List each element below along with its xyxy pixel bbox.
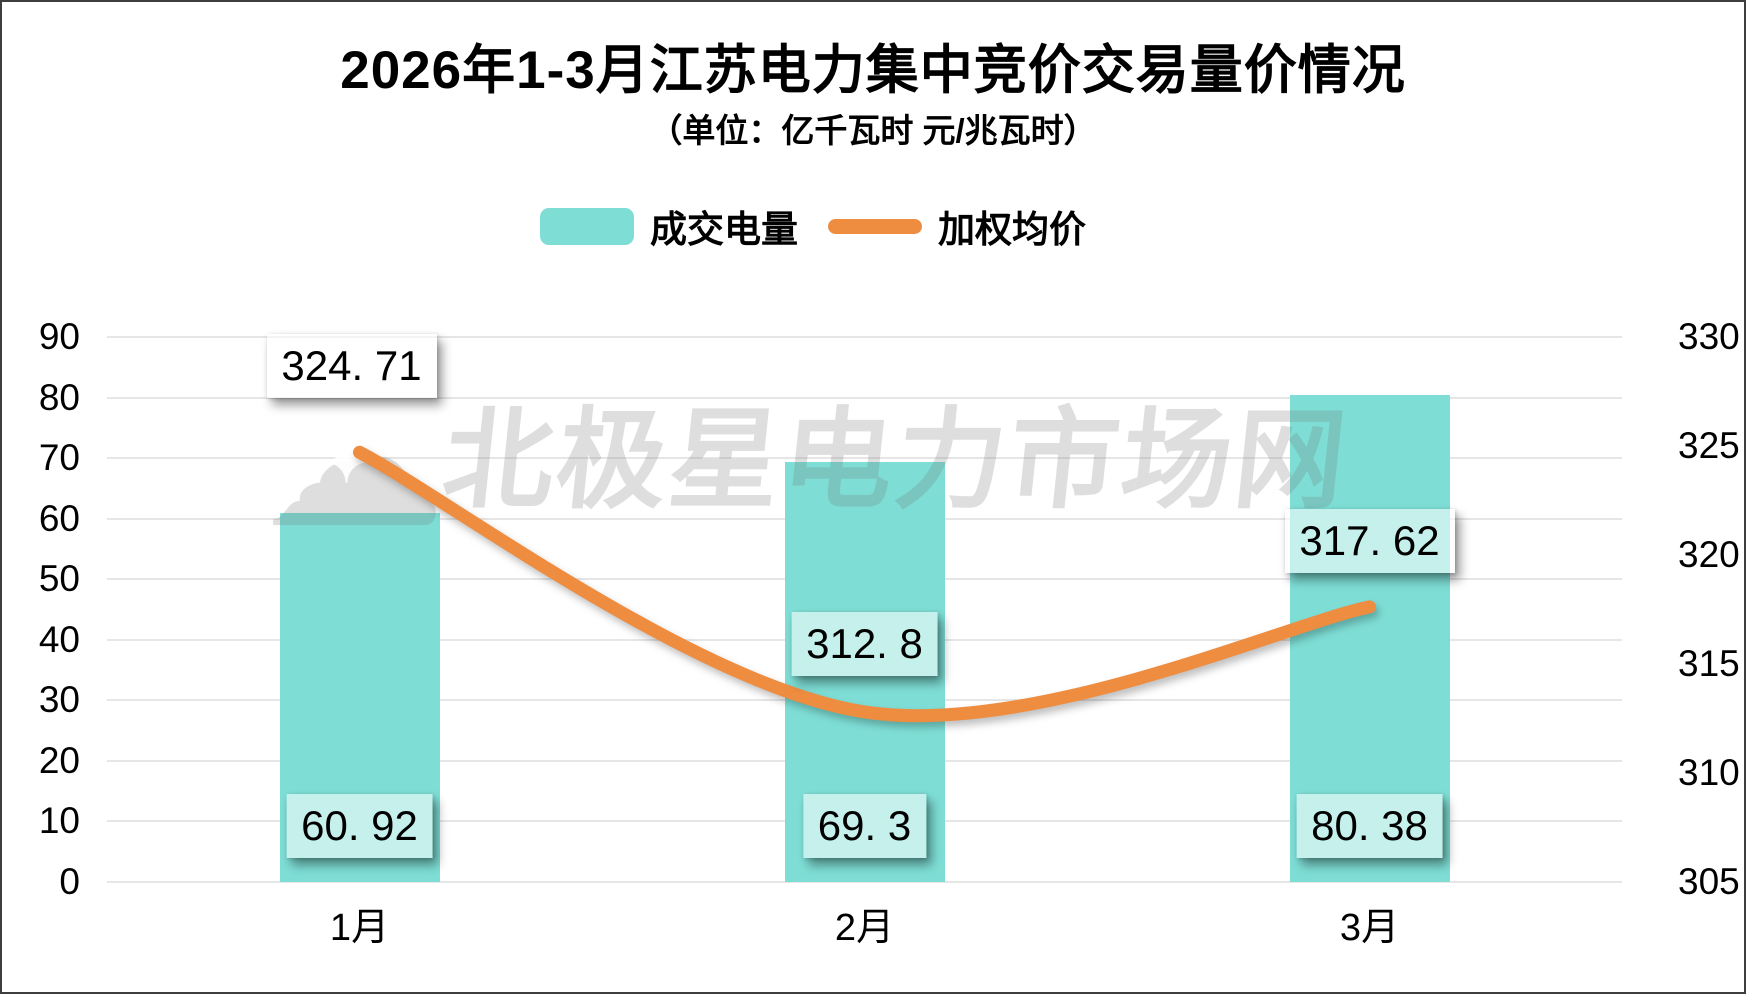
left-axis-tick: 90 — [38, 316, 80, 357]
star-icon: ✦ — [323, 431, 370, 494]
right-axis-tick: 330 — [1678, 316, 1740, 357]
left-axis-tick: 0 — [59, 861, 80, 902]
bar-value-label: 69. 3 — [802, 794, 927, 858]
left-axis-tick: 10 — [38, 800, 80, 842]
legend-bar-label: 成交电量 — [650, 209, 798, 250]
line-value-1: 324. 71 — [281, 342, 422, 390]
category-label-month-1: 1月 — [329, 907, 390, 949]
line-value-3: 317. 62 — [1299, 516, 1440, 564]
chart-title: 2026年1-3月江苏电力集中竞价交易量价情况 — [340, 41, 1406, 100]
right-axis-tick: 305 — [1678, 861, 1740, 902]
bar-value-1: 60. 92 — [301, 802, 418, 849]
bar-value-label: 80. 38 — [1296, 794, 1443, 858]
gridline — [107, 396, 1622, 399]
line-value-label: 317. 62 — [1284, 508, 1455, 573]
left-axis-tick: 80 — [38, 376, 80, 418]
category-label-month-3: 3月 — [1339, 907, 1400, 949]
legend-bar-swatch — [540, 207, 634, 245]
left-axis-tick: 30 — [38, 679, 80, 721]
legend-line-label: 加权均价 — [938, 209, 1086, 250]
right-axis-tick: 315 — [1678, 643, 1740, 684]
chart-subtitle: （单位：亿千瓦时 元/兆瓦时） — [649, 112, 1097, 149]
left-axis-tick: 40 — [38, 618, 80, 660]
line-value-2: 312. 8 — [806, 619, 923, 667]
line-value-label: 324. 71 — [266, 334, 437, 399]
category-label-month-2: 2月 — [834, 907, 895, 949]
line-value-label: 312. 8 — [791, 611, 938, 676]
bar-value-2: 69. 3 — [817, 802, 912, 849]
legend-line-swatch — [828, 218, 922, 234]
right-axis-tick: 320 — [1678, 534, 1740, 575]
left-axis-tick: 20 — [38, 739, 80, 781]
left-axis-tick: 50 — [38, 558, 80, 600]
gridline — [107, 881, 1622, 883]
legend: 成交电量 加权均价 — [540, 199, 1086, 253]
plot-area: ☁ ✦ 北极星电力市场网 324. 71 312. 8 317. 62 60. 9… — [107, 334, 1622, 883]
bar-value-3: 80. 38 — [1311, 802, 1428, 849]
left-axis-tick: 60 — [38, 497, 80, 539]
right-axis-tick: 310 — [1678, 752, 1740, 793]
right-axis-tick: 325 — [1678, 425, 1740, 466]
bar-value-label: 60. 92 — [286, 794, 433, 858]
gridline — [107, 336, 1622, 338]
left-axis-tick: 70 — [38, 437, 80, 479]
